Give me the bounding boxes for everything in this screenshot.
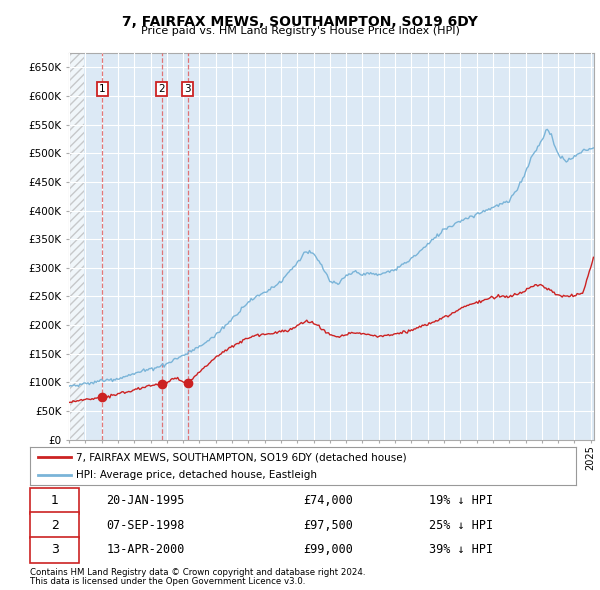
Bar [69, 39, 84, 440]
Text: This data is licensed under the Open Government Licence v3.0.: This data is licensed under the Open Gov… [30, 577, 305, 586]
Text: 1: 1 [99, 84, 106, 94]
Text: £99,000: £99,000 [303, 543, 353, 556]
FancyBboxPatch shape [30, 537, 79, 563]
Text: 2: 2 [158, 84, 165, 94]
Text: 2: 2 [50, 519, 59, 532]
Text: 25% ↓ HPI: 25% ↓ HPI [428, 519, 493, 532]
Text: 39% ↓ HPI: 39% ↓ HPI [428, 543, 493, 556]
Text: 1: 1 [50, 494, 59, 507]
Text: £74,000: £74,000 [303, 494, 353, 507]
Text: 7, FAIRFAX MEWS, SOUTHAMPTON, SO19 6DY: 7, FAIRFAX MEWS, SOUTHAMPTON, SO19 6DY [122, 15, 478, 29]
Text: 3: 3 [50, 543, 59, 556]
Text: 19% ↓ HPI: 19% ↓ HPI [428, 494, 493, 507]
Text: 07-SEP-1998: 07-SEP-1998 [106, 519, 185, 532]
Text: Contains HM Land Registry data © Crown copyright and database right 2024.: Contains HM Land Registry data © Crown c… [30, 568, 365, 576]
Text: 3: 3 [185, 84, 191, 94]
Text: Price paid vs. HM Land Registry's House Price Index (HPI): Price paid vs. HM Land Registry's House … [140, 26, 460, 36]
Text: HPI: Average price, detached house, Eastleigh: HPI: Average price, detached house, East… [76, 470, 317, 480]
FancyBboxPatch shape [30, 487, 79, 513]
Text: 20-JAN-1995: 20-JAN-1995 [106, 494, 185, 507]
FancyBboxPatch shape [30, 512, 79, 538]
Text: 7, FAIRFAX MEWS, SOUTHAMPTON, SO19 6DY (detached house): 7, FAIRFAX MEWS, SOUTHAMPTON, SO19 6DY (… [76, 453, 407, 463]
Text: £97,500: £97,500 [303, 519, 353, 532]
Text: 13-APR-2000: 13-APR-2000 [106, 543, 185, 556]
